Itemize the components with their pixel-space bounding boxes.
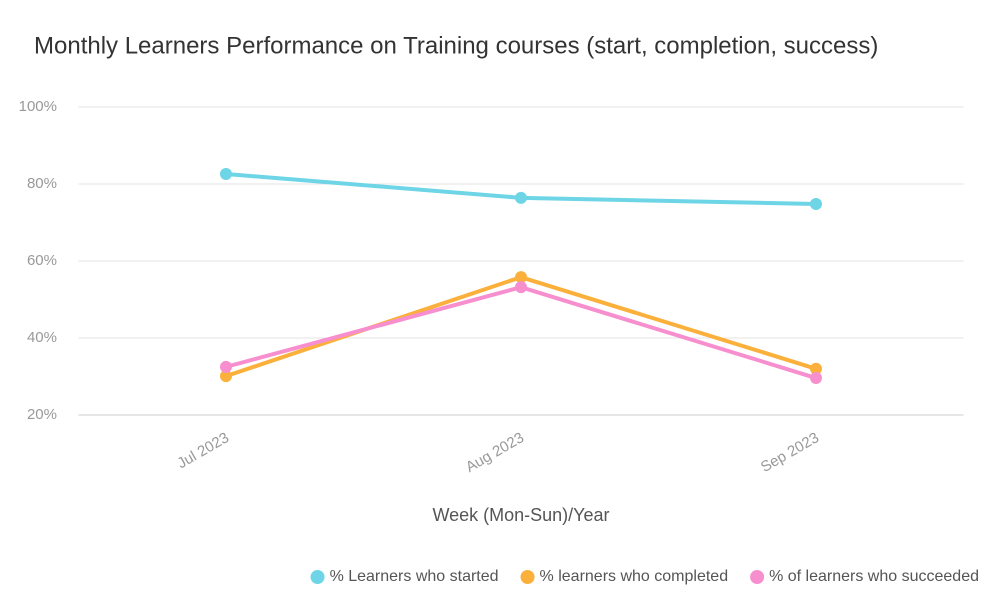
data-point: [810, 372, 822, 385]
data-point: [220, 370, 232, 383]
data-point: [220, 360, 232, 373]
data-point: [220, 167, 232, 180]
legend-label: % of learners who succeeded: [769, 568, 979, 585]
data-point: [515, 281, 527, 294]
data-point: [810, 362, 822, 375]
series-line: [225, 285, 817, 380]
y-tick-label: 80%: [27, 175, 57, 192]
legend-marker: [310, 570, 325, 584]
x-tick-label: Sep 2023: [758, 429, 822, 476]
x-axis-title: Week (Mon-Sun)/Year: [432, 505, 609, 525]
legend-marker: [750, 570, 765, 584]
y-tick-label: 20%: [27, 406, 57, 423]
legend-label: % Learners who started: [330, 568, 499, 585]
y-tick-label: 60%: [27, 252, 57, 269]
legend: % Learners who started % learners who com…: [310, 568, 979, 585]
y-tick-label: 40%: [27, 329, 57, 346]
legend-label: % learners who completed: [540, 568, 729, 585]
data-point: [515, 271, 527, 284]
chart-title: Monthly Learners Performance on Training…: [34, 32, 878, 59]
data-point: [810, 198, 822, 211]
y-tick-label: 100%: [19, 98, 57, 115]
data-point: [515, 191, 527, 204]
legend-marker: [520, 570, 535, 584]
x-tick-label: Jul 2023: [174, 429, 232, 472]
x-tick-label: Aug 2023: [463, 429, 527, 476]
